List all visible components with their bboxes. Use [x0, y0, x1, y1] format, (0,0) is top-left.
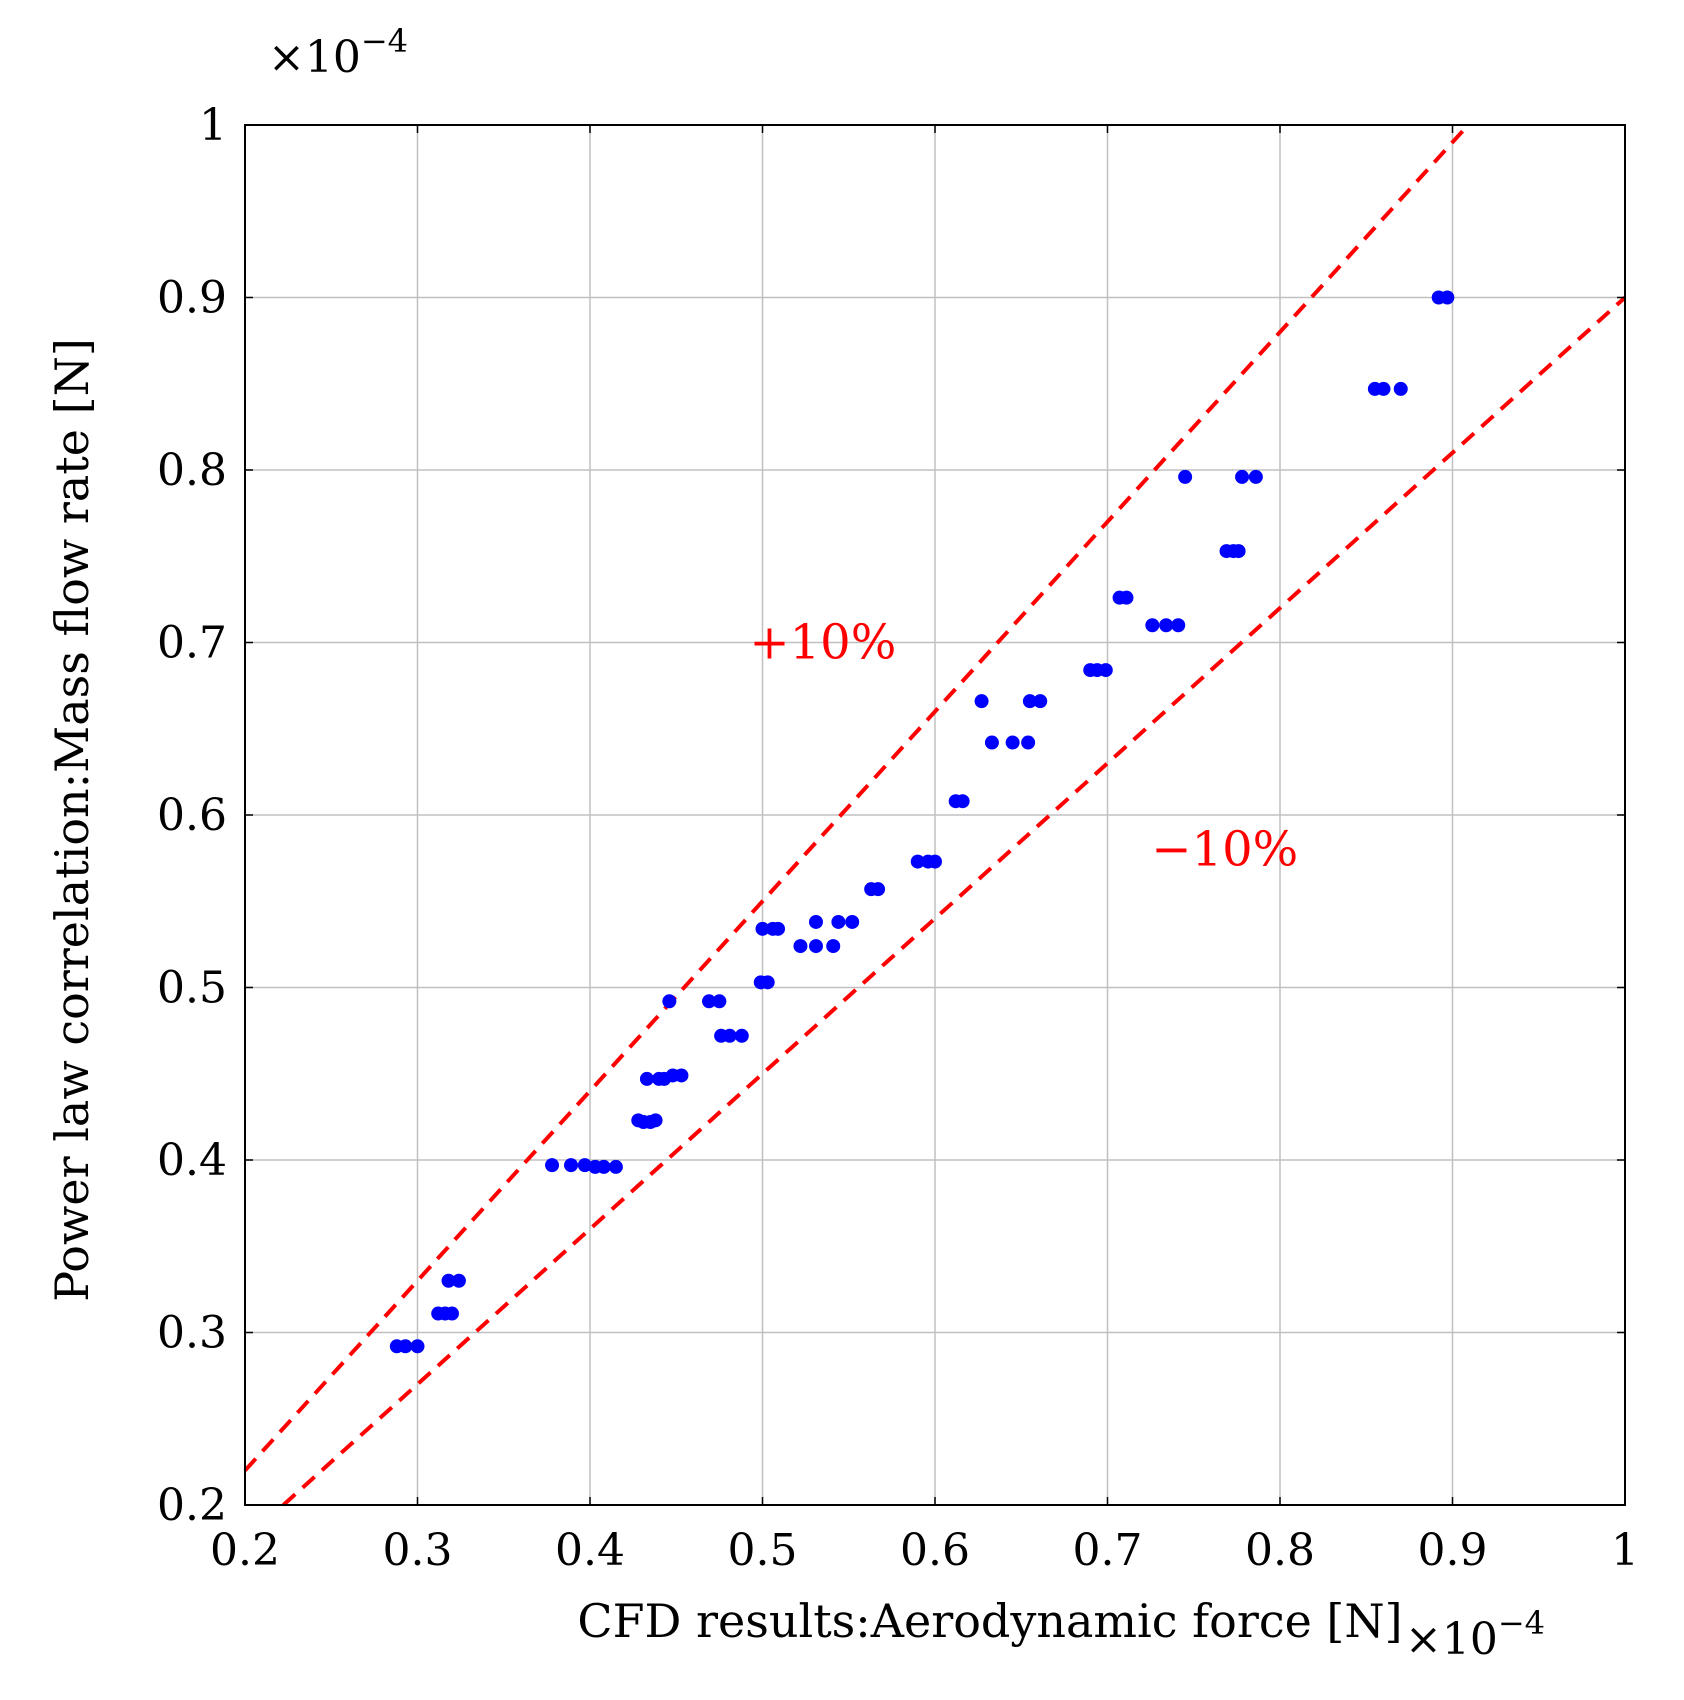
x-axis-ticks: 0.2 0.3 0.4 0.5 0.6 0.7 0.8 0.9 1 — [210, 125, 1639, 1576]
data-point — [760, 975, 775, 990]
data-point — [712, 994, 727, 1009]
data-point — [596, 1159, 611, 1174]
data-point — [1119, 590, 1134, 605]
x-tick-label: 1 — [1611, 1525, 1639, 1576]
data-point — [702, 994, 717, 1009]
data-point — [722, 1028, 737, 1043]
data-point — [826, 939, 841, 954]
data-point — [1159, 618, 1174, 633]
y-tick-label: 1 — [199, 100, 227, 151]
y-tick-label: 0.3 — [157, 1308, 227, 1359]
data-point — [1005, 735, 1020, 750]
data-point — [662, 994, 677, 1009]
data-point — [398, 1339, 413, 1354]
y-tick-label: 0.6 — [157, 790, 227, 841]
reference-lines — [243, 123, 1627, 1507]
data-point — [928, 854, 942, 869]
data-point — [1393, 381, 1408, 396]
label-minus-10: −10% — [1151, 822, 1298, 878]
data-point — [1248, 469, 1263, 484]
reference-line-minus-10 — [281, 296, 1627, 1507]
data-point — [1171, 618, 1186, 633]
data-point — [845, 914, 860, 929]
y-tick-label: 0.9 — [157, 273, 227, 324]
label-plus-10: +10% — [749, 615, 896, 671]
x-tick-label: 0.2 — [210, 1525, 280, 1576]
data-point — [771, 921, 786, 936]
y-tick-label: 0.7 — [157, 618, 227, 669]
data-points — [389, 290, 1455, 1354]
data-point — [1145, 618, 1160, 633]
data-point — [1098, 663, 1113, 678]
data-point — [1022, 694, 1037, 709]
data-point — [545, 1158, 560, 1173]
data-point — [808, 939, 823, 954]
band-annotations: +10% −10% — [749, 615, 1298, 878]
grid — [244, 124, 1626, 1506]
data-point — [793, 939, 808, 954]
y-axis-ticks: 0.2 0.3 0.4 0.5 0.6 0.7 0.8 0.9 1 — [157, 100, 1625, 1531]
y-tick-label: 0.8 — [157, 445, 227, 496]
x-tick-label: 0.6 — [900, 1525, 970, 1576]
data-point — [831, 914, 846, 929]
y-tick-label: 0.4 — [157, 1135, 227, 1186]
x-tick-label: 0.5 — [728, 1525, 798, 1576]
data-point — [1376, 381, 1391, 396]
data-point — [734, 1028, 749, 1043]
x-axis-multiplier: ×10−4 — [1405, 1604, 1545, 1665]
x-tick-label: 0.4 — [555, 1525, 625, 1576]
reference-line-plus-10 — [243, 123, 1470, 1472]
data-point — [445, 1306, 459, 1321]
data-point — [639, 1071, 654, 1086]
data-point — [1440, 290, 1455, 305]
data-point — [755, 921, 770, 936]
data-point — [974, 694, 989, 709]
x-tick-label: 0.8 — [1245, 1525, 1315, 1576]
data-point — [410, 1339, 425, 1354]
data-point — [648, 1113, 663, 1128]
y-tick-label: 0.2 — [157, 1480, 227, 1531]
data-point — [1178, 469, 1193, 484]
data-point — [871, 882, 886, 897]
x-tick-label: 0.7 — [1073, 1525, 1143, 1576]
y-axis-multiplier: ×10−4 — [268, 22, 408, 83]
x-tick-label: 0.3 — [383, 1525, 453, 1576]
data-point — [608, 1159, 623, 1174]
data-point — [451, 1273, 466, 1288]
y-tick-label: 0.5 — [157, 963, 227, 1014]
data-point — [1033, 694, 1048, 709]
data-point — [674, 1068, 689, 1083]
data-point — [808, 914, 823, 929]
data-point — [577, 1158, 592, 1173]
data-point — [564, 1158, 579, 1173]
data-point — [441, 1273, 456, 1288]
y-axis-title: Power law correlation:Mass flow rate [N] — [45, 338, 99, 1302]
data-point — [1231, 544, 1246, 559]
data-point — [1235, 469, 1250, 484]
data-point — [1021, 735, 1036, 750]
data-point — [955, 794, 970, 809]
data-point — [984, 735, 999, 750]
x-axis-title: CFD results:Aerodynamic force [N] — [577, 1594, 1402, 1648]
x-tick-label: 0.9 — [1418, 1525, 1488, 1576]
data-point — [910, 854, 925, 869]
